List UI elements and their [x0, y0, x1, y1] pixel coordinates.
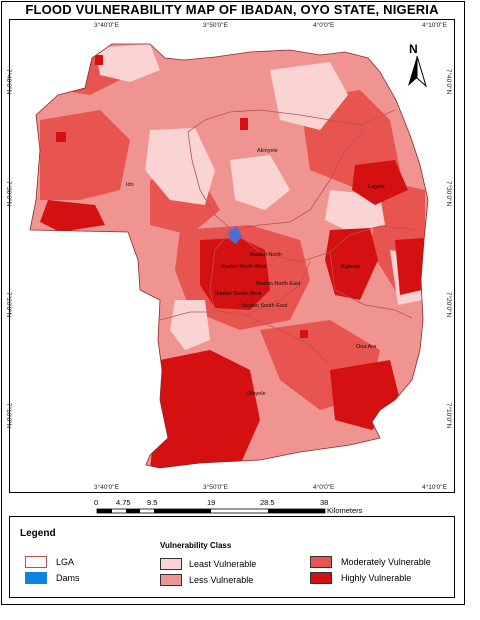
legend-label-less: Less Vulnerable — [189, 575, 254, 585]
high-vulnerable-patch — [95, 55, 103, 65]
least-vulnerable-zone — [145, 128, 215, 205]
lga-swatch — [25, 556, 47, 568]
high-vulnerable-zone — [150, 350, 260, 468]
map-sheet — [1, 1, 465, 605]
study-area-boundary — [29, 43, 429, 469]
less-vulnerable-swatch — [160, 574, 182, 586]
high-vulnerable-patch — [240, 118, 248, 130]
lga-boundary — [231, 129, 366, 231]
longitude-tick-top: 3°40'0"E — [94, 22, 119, 29]
scale-unit: Kilometers — [327, 506, 363, 515]
scale-value: 38 — [320, 498, 329, 507]
high-vulnerable-zone — [200, 238, 270, 310]
north-label: N — [409, 42, 418, 56]
legend-label-lga: LGA — [56, 557, 75, 567]
least-vulnerable-zone — [170, 300, 210, 350]
map-title: FLOOD VULNERABILITY MAP OF IBADAN, OYO S… — [25, 2, 439, 17]
legend-title: Legend — [20, 528, 56, 539]
dam-marker — [228, 226, 242, 244]
high-vulnerable-zone — [395, 238, 424, 295]
lga-boundary — [187, 131, 233, 231]
vulnerability-surface — [30, 44, 428, 468]
lga-boundary — [329, 225, 421, 253]
north-arrow-icon — [408, 55, 427, 88]
lga-label-oluyole: Oluyole — [247, 391, 266, 397]
lga-boundary — [231, 229, 331, 263]
scale-value: 0 — [94, 498, 99, 507]
high-vulnerable-zone — [352, 160, 408, 205]
lga-label-ibadan-north-east: Ibadan North East — [256, 281, 301, 287]
longitude-tick-bottom: 4°0'0"E — [313, 484, 335, 491]
least-vulnerable-zone — [230, 155, 290, 210]
legend-label-high: Highly Vulnerable — [341, 573, 412, 583]
least-vulnerable-swatch — [160, 558, 182, 570]
scale-value: 28.5 — [260, 498, 275, 507]
high-vulnerable-zone — [325, 228, 378, 300]
lga-label-ona-ara: Ona Ara — [356, 344, 377, 350]
lga-boundary — [244, 314, 331, 366]
scale-value: 4.75 — [116, 498, 131, 507]
longitude-tick-bottom: 3°50'0"E — [203, 484, 228, 491]
scale-value: 9.5 — [147, 498, 158, 507]
lga-boundary — [187, 109, 396, 133]
lga-label-ibadan-south-east: Ibadan South East — [242, 303, 288, 309]
legend-label-least: Least Vulnerable — [189, 559, 257, 569]
lga-label-ibadan-north-west: Ibadan North West — [221, 264, 267, 270]
scale-value: 19 — [207, 498, 216, 507]
lga-boundary — [329, 251, 413, 319]
highly-vulnerable-swatch — [310, 572, 332, 584]
longitude-tick-top: 4°0'0"E — [313, 22, 335, 29]
lga-label-egbeda: Egbeda — [341, 264, 361, 270]
longitude-tick-top: 3°50'0"E — [203, 22, 228, 29]
legend-label-moderate: Moderately Vulnerable — [341, 557, 431, 567]
least-vulnerable-zone — [95, 44, 160, 82]
longitude-tick-bottom: 3°40'0"E — [94, 484, 119, 491]
legend-panel: Legend Vulnerability Class LGA Dams Leas… — [9, 516, 455, 598]
high-vulnerable-zone — [40, 200, 105, 232]
map-frame — [9, 19, 455, 493]
dams-swatch — [25, 572, 47, 584]
lga-boundaries — [159, 109, 421, 366]
lga-label-lagelu: Lagelu — [368, 184, 385, 190]
lga-label-akinyele: Akinyele — [257, 148, 278, 154]
high-vulnerable-patch — [56, 132, 66, 142]
lga-boundary — [209, 229, 311, 316]
lga-label-ibadan-south-west: Ibadan South West — [215, 291, 262, 297]
least-vulnerable-zone — [270, 62, 348, 130]
lga-boundary — [159, 311, 215, 321]
moderately-vulnerable-swatch — [310, 556, 332, 568]
high-vulnerable-patch — [300, 330, 308, 338]
vulnerability-class-title: Vulnerability Class — [160, 541, 232, 550]
lga-label-ido: Ido — [126, 182, 134, 188]
longitude-tick-bottom: 4°10'0"E — [422, 484, 447, 491]
longitude-tick-top: 4°10'0"E — [422, 22, 447, 29]
legend-label-dams: Dams — [56, 573, 80, 583]
high-vulnerable-zone — [330, 360, 400, 430]
lga-label-ibadan-north: Ibadan North — [250, 252, 282, 258]
